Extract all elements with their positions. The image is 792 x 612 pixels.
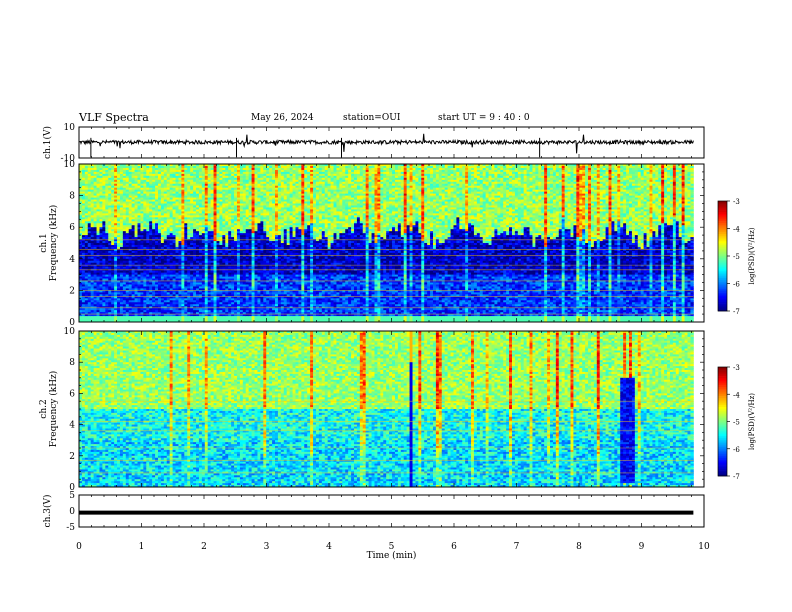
ch1-trace bbox=[79, 134, 693, 154]
y-axis-label: ch.1(V) bbox=[42, 126, 53, 159]
y-tick-label: 10 bbox=[64, 123, 76, 133]
